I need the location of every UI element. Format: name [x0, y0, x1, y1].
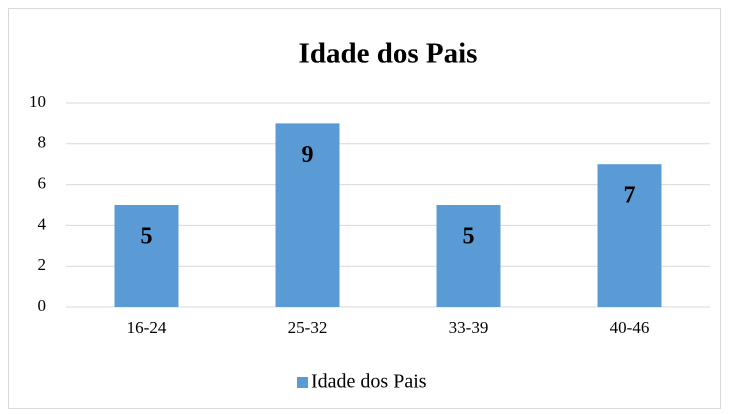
data-label: 9	[302, 142, 314, 168]
data-label: 5	[463, 224, 475, 250]
y-tick-label: 8	[38, 133, 47, 152]
bar	[275, 123, 340, 308]
x-tick-label: 16-24	[127, 318, 167, 337]
y-tick-label: 2	[38, 255, 47, 274]
legend-label: Idade dos Pais	[311, 371, 427, 393]
x-tick-label: 33-39	[449, 318, 489, 337]
x-tick-label: 25-32	[288, 318, 328, 337]
bar	[436, 205, 501, 307]
y-tick-label: 0	[38, 296, 47, 315]
y-tick-label: 10	[29, 92, 46, 111]
chart-title: Idade dos Pais	[299, 38, 478, 70]
bar	[597, 164, 662, 307]
legend-swatch	[297, 377, 308, 388]
bar	[114, 205, 179, 307]
data-label: 7	[624, 183, 636, 209]
x-tick-label: 40-46	[610, 318, 650, 337]
y-tick-label: 4	[38, 214, 47, 233]
y-tick-label: 6	[38, 174, 47, 193]
data-label: 5	[141, 224, 153, 250]
